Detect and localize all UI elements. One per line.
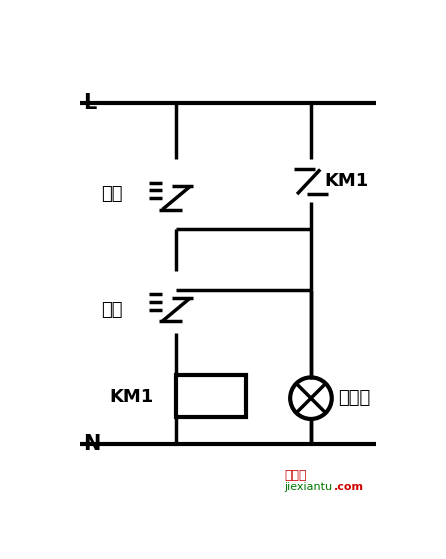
Text: KM1: KM1 xyxy=(109,387,153,406)
Circle shape xyxy=(290,377,332,419)
Text: 指示灯: 指示灯 xyxy=(338,389,370,407)
Text: jiexiantu: jiexiantu xyxy=(284,482,332,492)
Text: 接线图: 接线图 xyxy=(284,468,306,482)
Text: 停止: 停止 xyxy=(102,301,123,319)
Text: 启动: 启动 xyxy=(102,185,123,203)
Text: L: L xyxy=(83,93,96,113)
Text: .com: .com xyxy=(334,482,364,492)
Bar xyxy=(176,375,245,418)
Text: KM1: KM1 xyxy=(325,172,369,190)
Text: N: N xyxy=(83,434,100,454)
